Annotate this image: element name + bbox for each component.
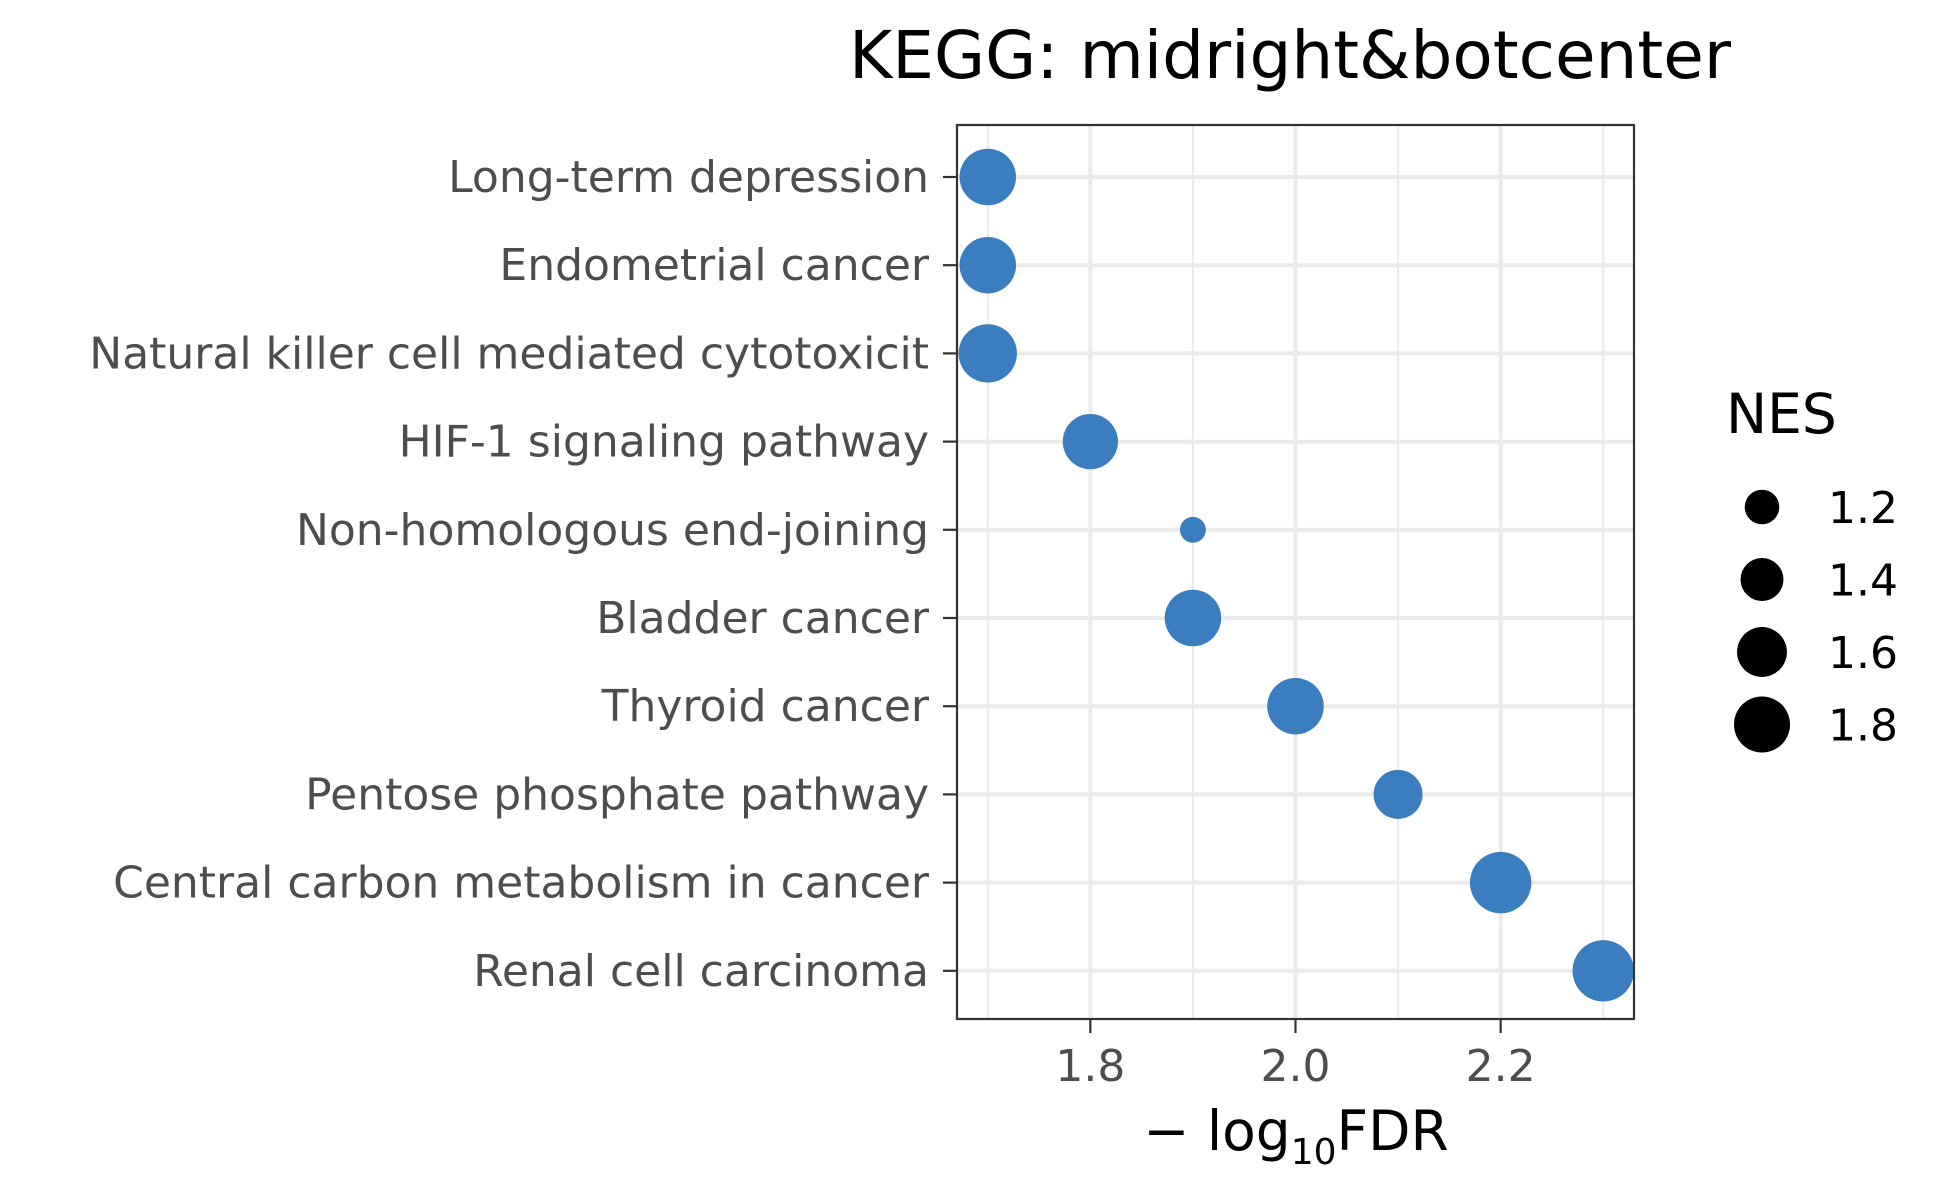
x-axis-title-suffix: FDR: [1337, 1099, 1449, 1163]
x-axis-title-prefix: − log: [1143, 1099, 1290, 1163]
data-point: [1164, 589, 1222, 647]
y-tick-label: Natural killer cell mediated cytotoxicit: [89, 328, 929, 379]
y-tick-label: Bladder cancer: [596, 593, 930, 644]
y-tick-label: Thyroid cancer: [601, 681, 930, 732]
data-point: [1373, 769, 1423, 819]
data-points: [958, 148, 1634, 1002]
y-axis: Long-term depression Endometrial cancer Na…: [89, 152, 957, 997]
y-tick-label: HIF-1 signaling pathway: [399, 417, 929, 468]
y-tick-label: Renal cell carcinoma: [473, 946, 929, 997]
data-point: [958, 324, 1017, 383]
legend-label: 1.2: [1828, 483, 1898, 534]
x-tick-label: 1.8: [1055, 1041, 1125, 1092]
x-axis: 1.8 2.0 2.2: [1055, 1019, 1536, 1092]
data-point: [959, 148, 1017, 206]
data-point: [1572, 940, 1634, 1002]
data-point: [1062, 413, 1118, 470]
y-tick-label: Pentose phosphate pathway: [305, 769, 929, 820]
x-axis-title-subscript: 10: [1291, 1132, 1337, 1173]
legend-label: 1.4: [1828, 556, 1898, 607]
legend-title: NES: [1726, 382, 1837, 446]
legend-label: 1.6: [1828, 628, 1898, 679]
data-point: [959, 236, 1017, 294]
legend-key: [1733, 696, 1791, 753]
y-tick-label: Central carbon metabolism in cancer: [113, 858, 930, 909]
legend-key: [1744, 489, 1780, 525]
data-point: [1267, 677, 1324, 735]
legend-key: [1737, 627, 1787, 677]
x-axis-title: − log10FDR: [1143, 1099, 1448, 1173]
x-tick-label: 2.0: [1261, 1041, 1331, 1092]
y-tick-label: Endometrial cancer: [499, 240, 930, 291]
y-tick-label: Non-homologous end-joining: [296, 505, 929, 556]
data-point: [1179, 516, 1206, 543]
legend-label: 1.8: [1828, 701, 1898, 752]
size-legend: NES 1.2 1.4 1.6 1.8: [1726, 382, 1898, 753]
chart-title: KEGG: midright&botcenter: [849, 17, 1732, 94]
x-tick-label: 2.2: [1466, 1041, 1536, 1092]
legend-key: [1740, 558, 1784, 601]
y-tick-label: Long-term depression: [448, 152, 929, 203]
data-point: [1469, 851, 1532, 914]
